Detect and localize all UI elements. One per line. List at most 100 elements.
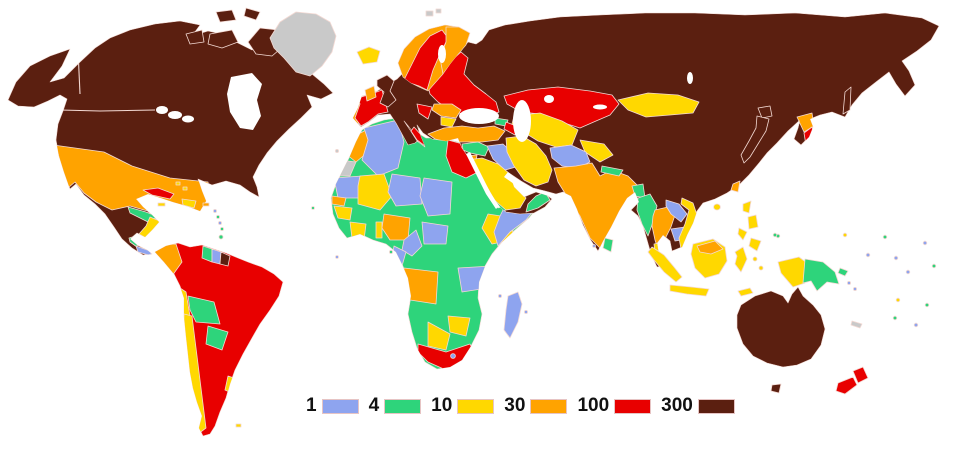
region-mali bbox=[357, 173, 393, 211]
legend-swatch bbox=[384, 398, 422, 414]
region-ireland bbox=[364, 85, 377, 102]
region-new-britain bbox=[837, 267, 849, 277]
region-myanmar bbox=[636, 193, 658, 237]
region-comoros bbox=[497, 293, 502, 298]
legend-value-label: 100 bbox=[577, 395, 610, 416]
gulf-of-bothnia bbox=[438, 45, 446, 63]
region-pakistan-india bbox=[553, 162, 639, 249]
region-west-papua bbox=[777, 256, 808, 288]
region-senegal bbox=[331, 195, 347, 207]
legend-item: 30 bbox=[494, 395, 568, 417]
great-lakes bbox=[156, 106, 168, 114]
region-puerto-rico bbox=[202, 202, 210, 207]
pacific-island-dots bbox=[772, 232, 937, 328]
region-hispaniola bbox=[181, 198, 197, 209]
legend-value-label: 1 bbox=[306, 395, 317, 416]
region-sulawesi bbox=[734, 246, 748, 273]
region-mauritius bbox=[524, 309, 529, 314]
region-kyrgyz-tajik bbox=[579, 139, 614, 163]
region-french-guiana bbox=[219, 251, 231, 267]
region-spain bbox=[354, 89, 389, 127]
region-new-zealand bbox=[835, 366, 869, 395]
legend-value-label: 300 bbox=[661, 395, 693, 416]
region-sakhalin bbox=[842, 86, 852, 115]
region-ecuador bbox=[155, 267, 169, 285]
legend-item: 100 bbox=[567, 395, 652, 417]
legend: 1 4 10 30 100 300 bbox=[306, 395, 735, 417]
legend-item: 300 bbox=[651, 395, 735, 417]
region-panama bbox=[135, 245, 153, 255]
legend-value-label: 4 bbox=[368, 395, 380, 416]
region-sao-tome bbox=[388, 249, 393, 254]
aral-sea bbox=[544, 95, 554, 103]
region-sweden bbox=[403, 29, 449, 91]
region-uruguay bbox=[224, 375, 241, 395]
region-iran bbox=[505, 135, 553, 187]
region-java bbox=[669, 284, 710, 297]
region-tanzania bbox=[457, 265, 493, 293]
legend-item: 1 bbox=[306, 395, 359, 417]
region-lesotho bbox=[450, 353, 456, 359]
region-central-african-rep bbox=[421, 221, 449, 245]
black-sea bbox=[459, 108, 499, 124]
region-svalbard bbox=[425, 8, 442, 17]
legend-swatch bbox=[321, 398, 359, 414]
region-nigeria bbox=[381, 213, 411, 241]
region-bolivia bbox=[187, 295, 221, 325]
legend-swatch bbox=[697, 398, 735, 414]
region-eurasia bbox=[352, 12, 940, 268]
legend-swatch bbox=[457, 398, 495, 414]
region-indonesia bbox=[647, 238, 764, 297]
region-south-america bbox=[154, 242, 284, 437]
region-cuba bbox=[142, 187, 175, 200]
region-bahamas bbox=[175, 181, 181, 186]
region-iceland bbox=[356, 46, 381, 65]
region-papua-new-guinea bbox=[802, 258, 840, 292]
persian-gulf bbox=[504, 172, 532, 195]
legend-item: 4 bbox=[359, 395, 422, 417]
great-lakes bbox=[182, 115, 194, 123]
region-australia bbox=[736, 286, 826, 368]
region-sri-lanka bbox=[602, 237, 614, 253]
region-nepal bbox=[600, 165, 624, 177]
caribbean-islands bbox=[142, 181, 315, 240]
region-borneo-malaysia-brunei bbox=[696, 240, 724, 255]
us-canada-border bbox=[59, 109, 156, 112]
region-madagascar bbox=[503, 291, 523, 339]
region-botswana bbox=[427, 321, 451, 351]
region-canary bbox=[334, 148, 339, 153]
region-chad bbox=[419, 177, 453, 217]
region-hainan bbox=[713, 203, 721, 211]
region-timor bbox=[737, 287, 754, 297]
region-suriname bbox=[211, 248, 222, 265]
region-falklands bbox=[235, 423, 242, 428]
region-st-helena bbox=[335, 255, 339, 259]
legend-swatch bbox=[530, 398, 568, 414]
region-scandinavia bbox=[397, 24, 471, 92]
region-greenland bbox=[269, 11, 337, 77]
great-lakes bbox=[168, 111, 182, 119]
legend-value-label: 30 bbox=[504, 395, 526, 416]
caspian-sea bbox=[513, 100, 531, 142]
lake-balkhash bbox=[593, 104, 607, 110]
region-maldives bbox=[592, 244, 596, 248]
region-mongolia bbox=[617, 92, 700, 118]
region-guinea bbox=[333, 205, 353, 221]
region-uk bbox=[376, 74, 397, 108]
legend-item: 10 bbox=[421, 395, 495, 417]
region-japan bbox=[740, 105, 773, 164]
region-sumatra bbox=[647, 246, 683, 283]
region-new-caledonia bbox=[850, 320, 863, 329]
red-sea bbox=[466, 152, 499, 209]
region-trinidad bbox=[218, 234, 224, 240]
region-ivory-coast bbox=[349, 221, 367, 241]
region-balkans-west bbox=[416, 103, 433, 120]
region-solomons bbox=[847, 280, 858, 291]
region-bermuda bbox=[311, 206, 315, 210]
region-niger bbox=[387, 173, 423, 207]
legend-value-label: 10 bbox=[431, 395, 453, 416]
hudson-bay bbox=[227, 73, 262, 130]
region-philippines bbox=[737, 200, 781, 252]
